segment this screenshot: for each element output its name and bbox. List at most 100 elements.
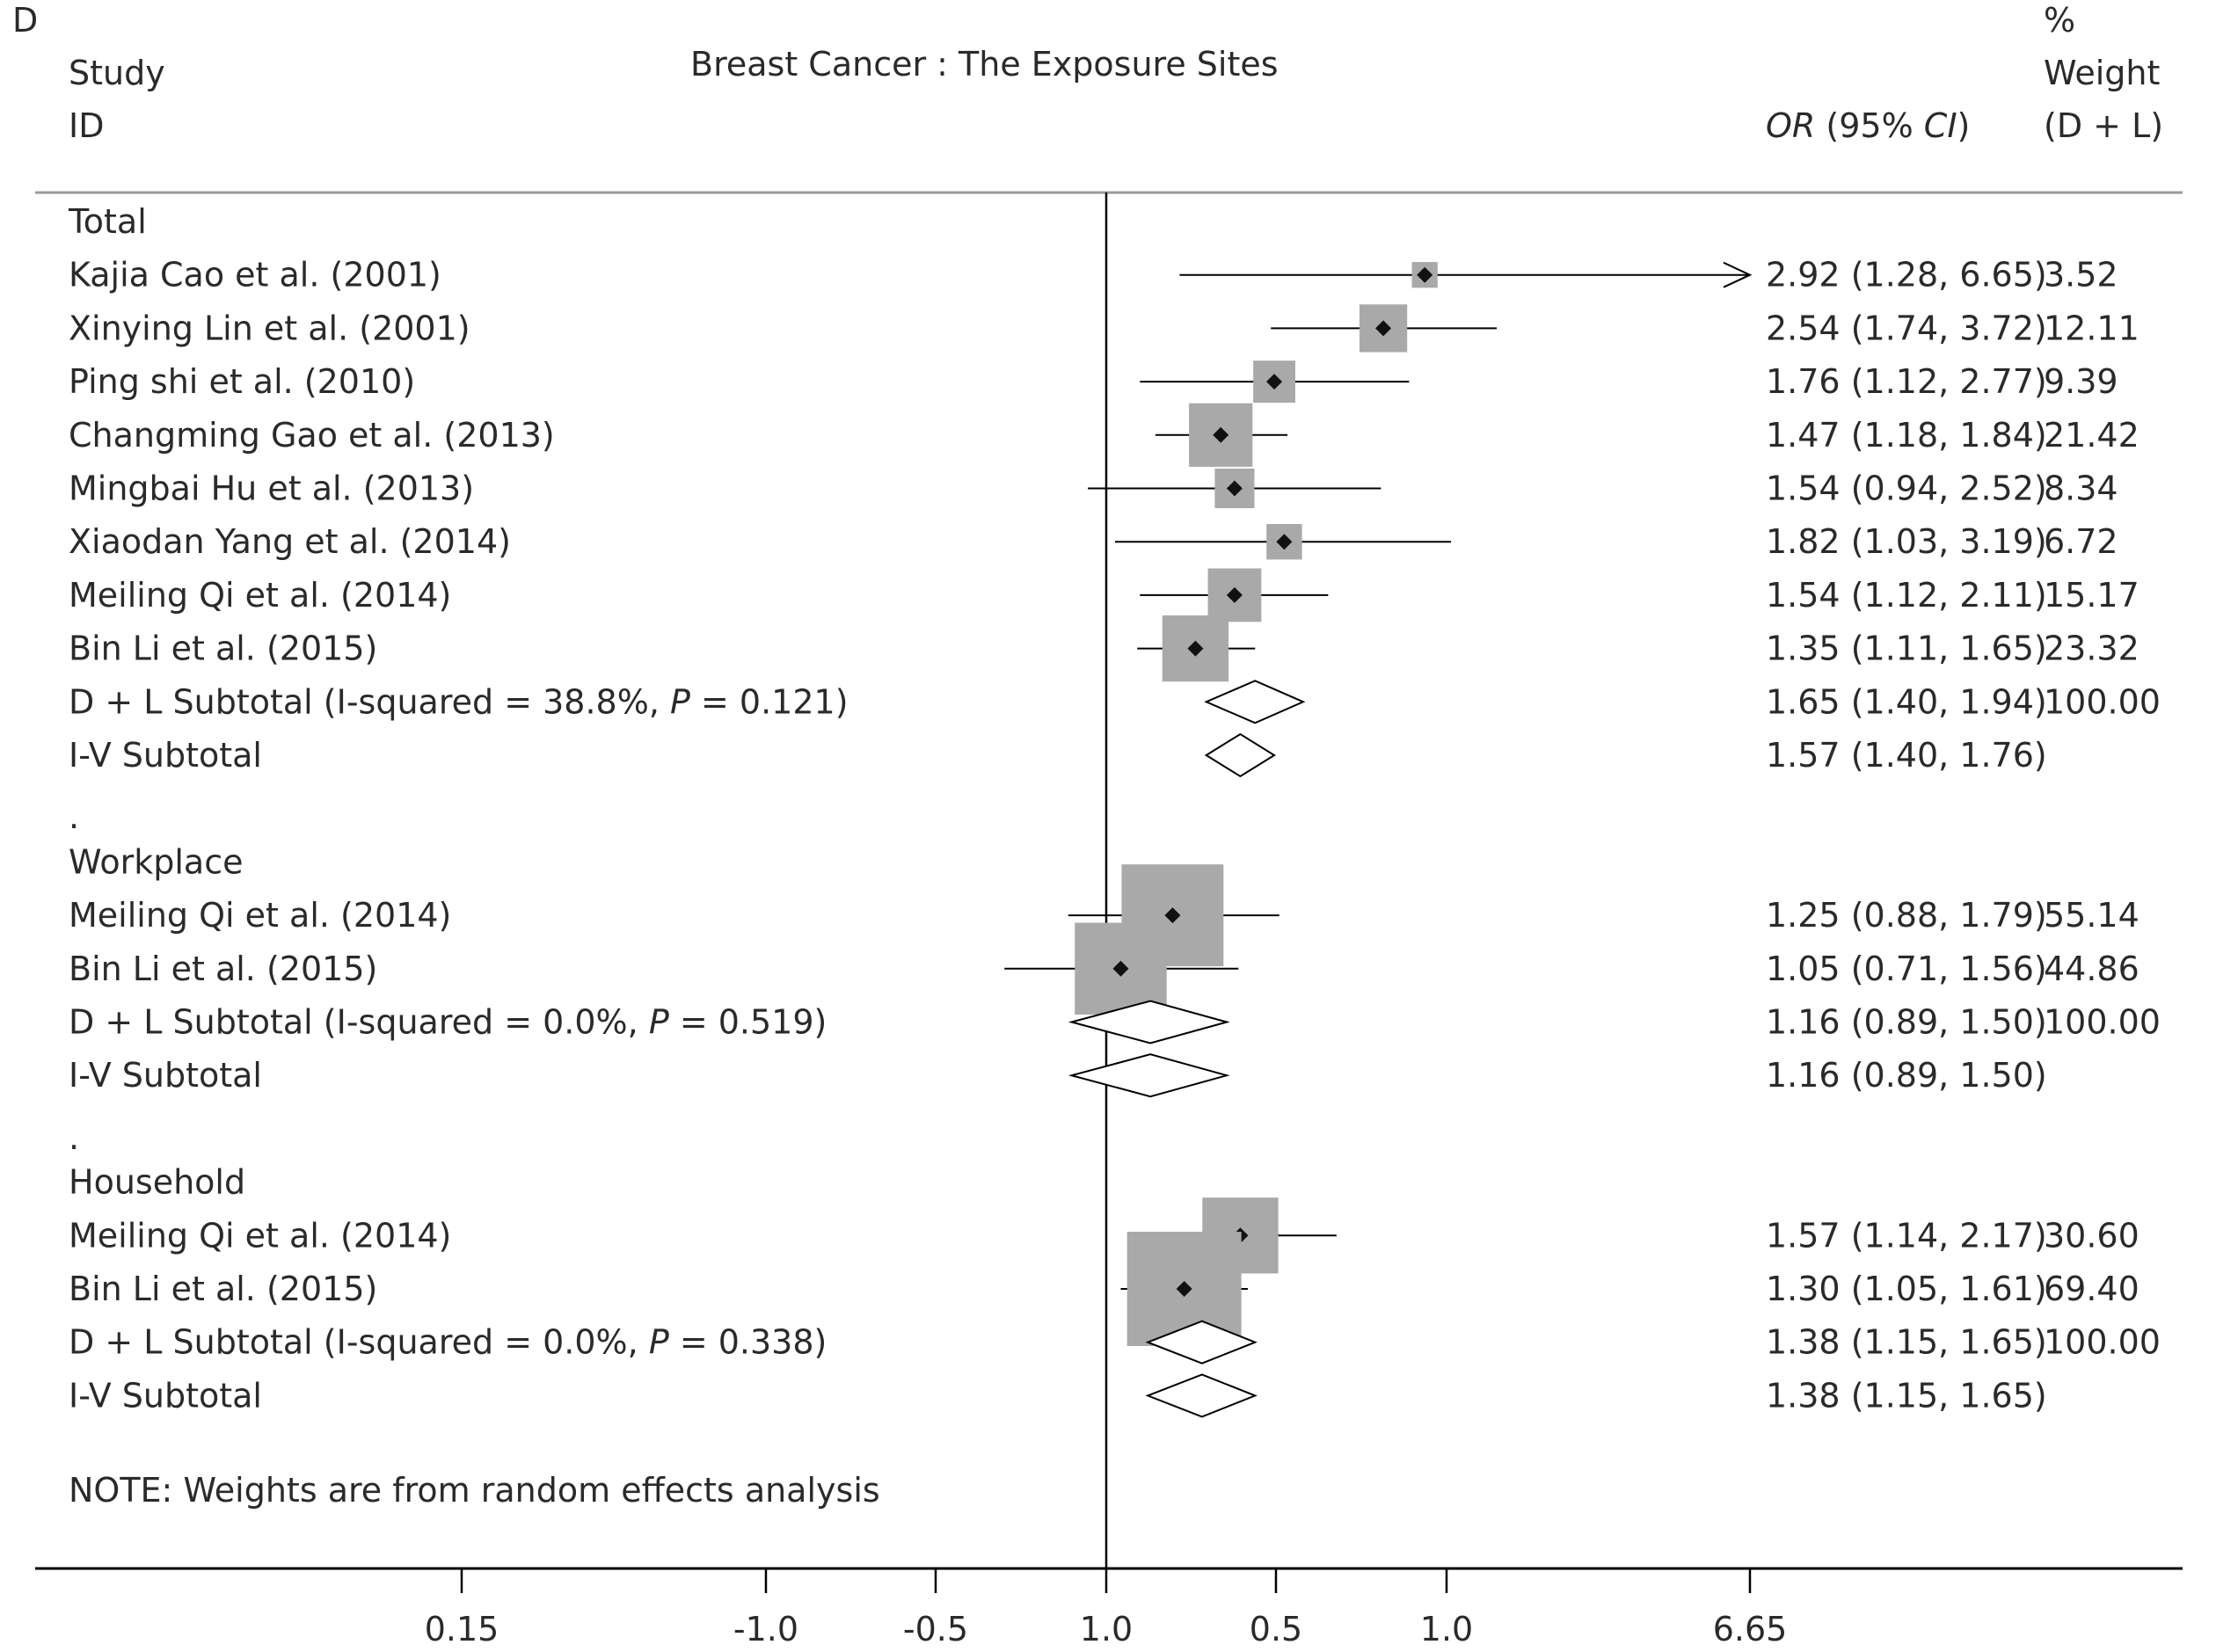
subtotal-label: I-V Subtotal xyxy=(69,1376,262,1415)
subtotal-or-ci-value: 1.65 (1.40, 1.94) xyxy=(1766,682,2047,721)
or-ci-value: 1.47 (1.18, 1.84) xyxy=(1766,416,2047,455)
weight-header-weight: Weight xyxy=(2044,54,2160,92)
weight-value: 12.11 xyxy=(2044,309,2139,347)
x-axis-tick-label: 6.65 xyxy=(1713,1610,1788,1648)
weight-value: 6.72 xyxy=(2044,522,2118,561)
id-column-header: ID xyxy=(69,106,104,145)
study-label: Bin Li et al. (2015) xyxy=(69,1270,377,1308)
subtotal-label-text: I-V Subtotal xyxy=(69,736,262,775)
study-label: Kajia Cao et al. (2001) xyxy=(69,256,441,295)
subtotal-diamond xyxy=(1068,1053,1230,1098)
weight-header-percent: % xyxy=(2044,1,2075,40)
x-axis-tick-label: 0.15 xyxy=(425,1610,499,1648)
or-header-ci: CI xyxy=(1924,106,1957,145)
subtotal-label-text: I-V Subtotal xyxy=(69,1056,262,1095)
weight-value: 3.52 xyxy=(2044,256,2118,295)
weight-value: 9.39 xyxy=(2044,362,2118,401)
weight-value: 15.17 xyxy=(2044,576,2139,615)
study-label: Ping shi et al. (2010) xyxy=(69,362,415,401)
or-ci-value: 2.92 (1.28, 6.65) xyxy=(1766,256,2047,295)
subtotal-p-symbol: P xyxy=(649,1323,669,1362)
forest-rows: Total Kajia Cao et al. (2001) 2.92 (1.28, … xyxy=(68,202,2161,1418)
group-heading: Total xyxy=(68,202,147,241)
subtotal-label: I-V Subtotal xyxy=(69,1056,262,1095)
study-label: Changming Gao et al. (2013) xyxy=(69,416,555,455)
group-heading: Workplace xyxy=(69,842,243,881)
or-ci-value: 1.05 (0.71, 1.56) xyxy=(1766,950,2047,988)
subtotal-diamond xyxy=(1145,1373,1257,1418)
subtotal-label-text: D + L Subtotal (I-squared = 0.0%, xyxy=(69,1323,649,1362)
subtotal-label: D + L Subtotal (I-squared = 0.0%, P = 0.… xyxy=(69,1323,827,1362)
weight-value: 44.86 xyxy=(2044,950,2139,988)
x-axis-tick-label: 0.5 xyxy=(1250,1610,1302,1648)
weight-value: 30.60 xyxy=(2044,1216,2139,1255)
x-axis-ticks: 0.15 -1.0 -0.5 1.0 0.5 1.0 6.65 xyxy=(425,1568,1788,1648)
x-axis-tick-label: 1.0 xyxy=(1420,1610,1473,1648)
point-estimate-marker xyxy=(1187,640,1204,657)
point-estimate-marker xyxy=(1112,960,1129,977)
or-ci-value: 1.25 (0.88, 1.79) xyxy=(1766,896,2047,935)
or-ci-value: 1.30 (1.05, 1.61) xyxy=(1766,1270,2047,1308)
panel-label: D xyxy=(12,1,38,40)
weight-value: 21.42 xyxy=(2044,416,2139,455)
or-header-italic: OR xyxy=(1766,106,1815,145)
or-ci-value: 1.57 (1.14, 2.17) xyxy=(1766,1216,2047,1255)
point-estimate-marker xyxy=(1176,1281,1192,1297)
study-label: Bin Li et al. (2015) xyxy=(69,630,377,668)
point-estimate-marker xyxy=(1164,907,1181,924)
subtotal-label: I-V Subtotal xyxy=(69,736,262,775)
weight-value: 23.32 xyxy=(2044,630,2139,668)
subtotal-weight-value: 100.00 xyxy=(2044,682,2161,721)
point-estimate-marker xyxy=(1266,374,1283,390)
subtotal-p-value: = 0.338) xyxy=(669,1323,827,1362)
weight-value: 8.34 xyxy=(2044,469,2118,508)
subtotal-label: D + L Subtotal (I-squared = 0.0%, P = 0.… xyxy=(69,1003,827,1042)
dot-separator-1: . xyxy=(69,797,79,836)
study-label: Xiaodan Yang et al. (2014) xyxy=(69,522,511,561)
subtotal-weight-value: 100.00 xyxy=(2044,1003,2161,1042)
subtotal-label-text: D + L Subtotal (I-squared = 0.0%, xyxy=(69,1003,649,1042)
subtotal-or-ci-value: 1.16 (0.89, 1.50) xyxy=(1766,1003,2047,1042)
or-ci-value: 1.54 (0.94, 2.52) xyxy=(1766,469,2047,508)
chart-title: Breast Cancer : The Exposure Sites xyxy=(690,45,1279,84)
study-column-header: Study xyxy=(69,54,165,92)
study-label: Meiling Qi et al. (2014) xyxy=(69,576,451,615)
study-label: Bin Li et al. (2015) xyxy=(69,950,377,988)
subtotal-or-ci-value: 1.16 (0.89, 1.50) xyxy=(1766,1056,2047,1095)
study-label: Xinying Lin et al. (2001) xyxy=(69,309,470,347)
point-estimate-marker xyxy=(1226,480,1243,497)
dot-separator-2: . xyxy=(69,1118,79,1157)
subtotal-label: D + L Subtotal (I-squared = 38.8%, P = 0… xyxy=(69,682,849,721)
subtotal-p-symbol: P xyxy=(649,1003,669,1042)
subtotal-p-value: = 0.121) xyxy=(690,682,849,721)
x-axis-tick-label: -1.0 xyxy=(733,1610,798,1648)
or-ci-value: 1.35 (1.11, 1.65) xyxy=(1766,630,2047,668)
x-axis-tick-label: 1.0 xyxy=(1080,1610,1133,1648)
or-ci-value: 1.82 (1.03, 3.19) xyxy=(1766,522,2047,561)
subtotal-or-ci-value: 1.57 (1.40, 1.76) xyxy=(1766,736,2047,775)
subtotal-diamond xyxy=(1204,732,1276,778)
point-estimate-marker xyxy=(1213,426,1229,443)
study-label: Meiling Qi et al. (2014) xyxy=(69,1216,451,1255)
or-header-close: ) xyxy=(1957,106,1971,145)
subtotal-diamond xyxy=(1204,680,1306,724)
or-ci-value: 2.54 (1.74, 3.72) xyxy=(1766,309,2047,347)
or-ci-value: 1.76 (1.12, 2.77) xyxy=(1766,362,2047,401)
ci-arrow xyxy=(1723,261,1753,288)
or-ci-value: 1.54 (1.12, 2.11) xyxy=(1766,576,2047,615)
subtotal-p-value: = 0.519) xyxy=(669,1003,827,1042)
point-estimate-marker xyxy=(1375,320,1392,337)
study-label: Meiling Qi et al. (2014) xyxy=(69,896,451,935)
point-estimate-marker xyxy=(1276,534,1293,550)
or-column-header: OR (95% CI) xyxy=(1766,106,1970,145)
subtotal-or-ci-value: 1.38 (1.15, 1.65) xyxy=(1766,1376,2047,1415)
subtotal-label-text: D + L Subtotal (I-squared = 38.8%, xyxy=(69,682,670,721)
weight-header-method: (D + L) xyxy=(2044,106,2163,145)
subtotal-or-ci-value: 1.38 (1.15, 1.65) xyxy=(1766,1323,2047,1362)
subtotal-weight-value: 100.00 xyxy=(2044,1323,2161,1362)
x-axis-tick-label: -0.5 xyxy=(903,1610,968,1648)
study-label: Mingbai Hu et al. (2013) xyxy=(69,469,474,508)
group-heading: Household xyxy=(69,1163,245,1202)
subtotal-label-text: I-V Subtotal xyxy=(69,1376,262,1415)
